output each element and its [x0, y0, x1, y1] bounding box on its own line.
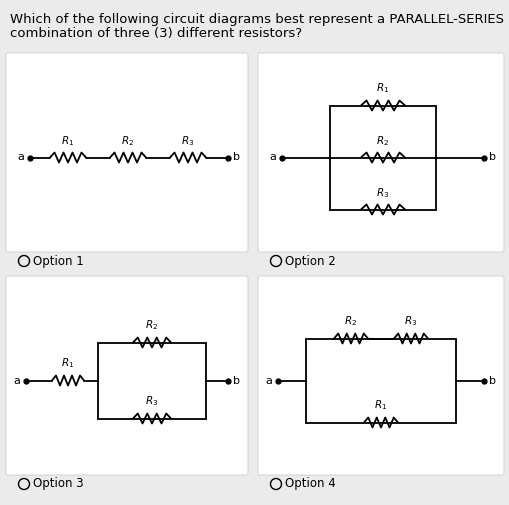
Text: $R_1$: $R_1$	[374, 399, 387, 413]
Text: Option 1: Option 1	[33, 255, 83, 268]
FancyBboxPatch shape	[6, 53, 247, 252]
Text: a: a	[265, 376, 271, 385]
Text: $R_3$: $R_3$	[376, 186, 389, 199]
Text: b: b	[233, 376, 240, 385]
Text: a: a	[13, 376, 20, 385]
Text: Option 4: Option 4	[285, 478, 335, 490]
Text: $R_3$: $R_3$	[181, 134, 194, 147]
Text: $R_2$: $R_2$	[344, 315, 357, 328]
FancyBboxPatch shape	[258, 53, 503, 252]
Text: $R_1$: $R_1$	[61, 134, 74, 147]
Text: $R_1$: $R_1$	[376, 82, 389, 95]
Text: Option 3: Option 3	[33, 478, 83, 490]
Text: $R_2$: $R_2$	[145, 319, 158, 332]
Text: b: b	[233, 153, 240, 163]
Text: b: b	[488, 153, 495, 163]
Text: combination of three (3) different resistors?: combination of three (3) different resis…	[10, 27, 301, 40]
FancyBboxPatch shape	[258, 276, 503, 475]
Text: a: a	[17, 153, 24, 163]
FancyBboxPatch shape	[6, 276, 247, 475]
Text: Option 2: Option 2	[285, 255, 335, 268]
Text: $R_1$: $R_1$	[61, 357, 74, 371]
Text: $R_3$: $R_3$	[404, 315, 417, 328]
Text: $R_3$: $R_3$	[145, 395, 158, 409]
Text: $R_2$: $R_2$	[121, 134, 134, 147]
Text: a: a	[269, 153, 275, 163]
Text: b: b	[488, 376, 495, 385]
Text: $R_2$: $R_2$	[376, 134, 389, 147]
Text: Which of the following circuit diagrams best represent a PARALLEL-SERIES: Which of the following circuit diagrams …	[10, 13, 503, 26]
